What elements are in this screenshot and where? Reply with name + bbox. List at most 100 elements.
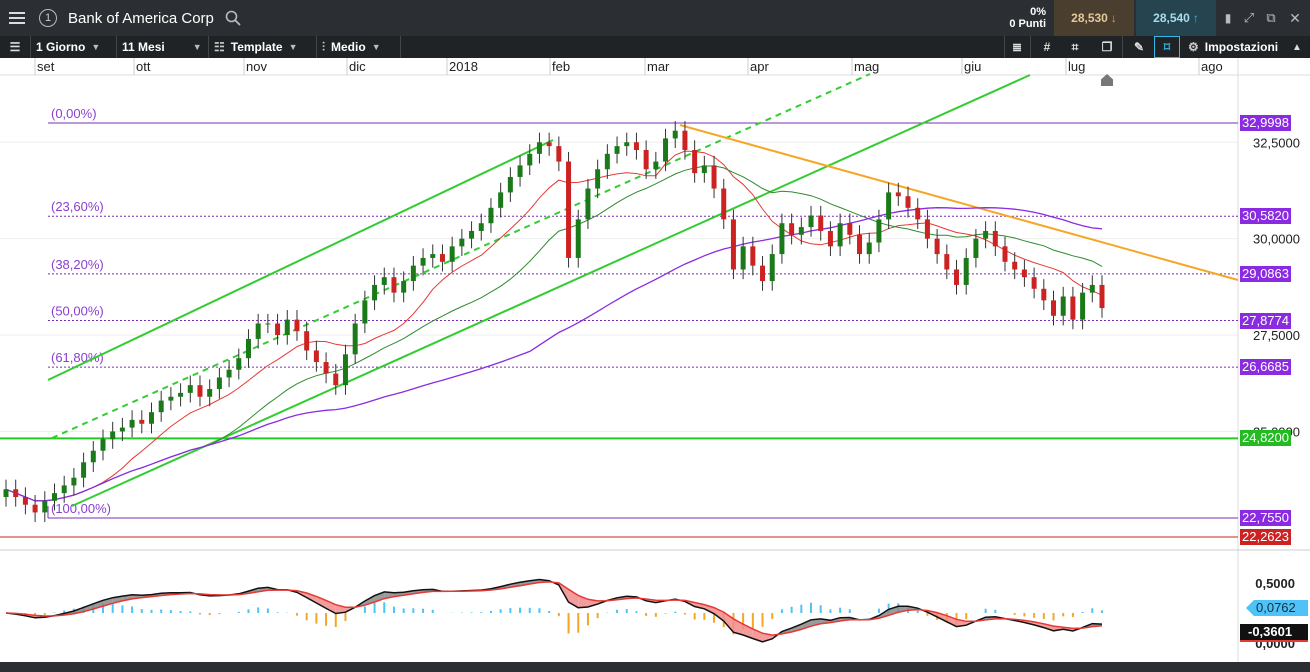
drawing-list-button[interactable]: ≣: [1006, 36, 1028, 58]
candle-body: [410, 265, 416, 282]
close-button[interactable]: ✕: [1284, 0, 1306, 36]
month-label: mar: [647, 59, 670, 74]
macd-value-tag: 0,0762: [1246, 600, 1308, 616]
candle-body: [478, 223, 484, 231]
candle-body: [245, 338, 251, 359]
month-label: set: [37, 59, 55, 74]
panel-toggle-button[interactable]: ☰: [4, 36, 26, 58]
candle-body: [760, 265, 766, 282]
candle-body: [527, 153, 533, 166]
month-label: feb: [552, 59, 570, 74]
expand-button[interactable]: ⤢: [1238, 0, 1260, 36]
candle-body: [954, 269, 960, 285]
bar-chart-icon: ▮: [1224, 11, 1232, 25]
search-button[interactable]: [222, 0, 244, 36]
info-button[interactable]: 1: [36, 0, 60, 36]
candle-body: [265, 323, 271, 325]
template-icon: ☷: [214, 40, 225, 54]
candle-body: [333, 373, 339, 386]
candle-body: [672, 130, 678, 139]
candle-body: [934, 238, 940, 255]
candle-body: [876, 219, 882, 243]
candle-body: [944, 254, 950, 270]
candle-body: [750, 246, 756, 266]
candle-body: [963, 257, 969, 285]
search-icon: [225, 10, 241, 26]
fib-price-tag: 22,7550: [1240, 510, 1291, 526]
chevron-down-icon: ▼: [288, 42, 298, 52]
macd-fill: [723, 612, 734, 633]
candle-body: [624, 142, 630, 147]
candle-style-select[interactable]: ⫶ Medio ▼: [322, 36, 381, 58]
fib-price-tag: 32,9998: [1240, 115, 1291, 131]
candle-body: [236, 358, 242, 370]
range-label: 11 Mesi: [122, 40, 165, 54]
template-select[interactable]: ☷ Template ▼: [214, 36, 297, 58]
candle-body: [362, 300, 368, 324]
candle-body: [430, 254, 436, 258]
close-icon: ✕: [1289, 9, 1301, 26]
candle-body: [294, 319, 300, 332]
candle-body: [129, 419, 135, 428]
popout-button[interactable]: ⧉: [1260, 0, 1282, 36]
layers-button[interactable]: ❐: [1096, 36, 1118, 58]
popout-icon: ⧉: [1266, 10, 1276, 25]
grid-button[interactable]: #: [1036, 36, 1058, 58]
candle-body: [915, 207, 921, 220]
candle-body: [61, 485, 67, 494]
sell-button[interactable]: 28,530 ↓: [1054, 0, 1134, 36]
macd-fill: [316, 596, 327, 609]
candle-body: [148, 412, 154, 424]
fib-level-label: (50,00%): [51, 304, 104, 319]
layers-icon: ❐: [1101, 40, 1113, 54]
candle-body: [692, 149, 698, 174]
candle-body: [32, 504, 38, 513]
candle-body: [284, 319, 290, 336]
candle-body: [983, 230, 989, 239]
fib-price-tag: 26,6685: [1240, 359, 1291, 376]
tag-tool-button[interactable]: ⌑: [1154, 36, 1180, 58]
candle-body: [207, 389, 213, 397]
candle-body: [556, 146, 562, 162]
candle-body: [614, 146, 620, 154]
candle-body: [498, 192, 504, 208]
candle-body: [459, 238, 465, 247]
buy-button[interactable]: 28,540 ↑: [1136, 0, 1216, 36]
macd-fill: [811, 618, 821, 627]
month-label: ago: [1201, 59, 1223, 74]
settings-button[interactable]: ⚙ Impostazioni: [1188, 36, 1278, 58]
candle-body: [992, 230, 998, 247]
candle-body: [197, 385, 203, 397]
menu-button[interactable]: [0, 0, 34, 36]
chevron-down-icon: ▼: [371, 42, 381, 52]
collapse-button[interactable]: ▲: [1286, 36, 1308, 58]
month-label: mag: [854, 59, 879, 74]
range-select[interactable]: 11 Mesi ▼: [122, 36, 202, 58]
candle-body: [81, 462, 87, 478]
y-tick-label: 27,5000: [1253, 328, 1300, 343]
fib-level-label: (23,60%): [51, 199, 104, 214]
candle-body: [110, 431, 116, 440]
candle-body: [575, 219, 581, 258]
chart-panel-button[interactable]: ▮: [1218, 0, 1238, 36]
candle-body: [381, 277, 387, 285]
interval-select[interactable]: 1 Giorno ▼: [36, 36, 100, 58]
gear-icon: ⚙: [1188, 40, 1199, 54]
candle-body: [517, 165, 523, 177]
fib-level-label: (100,00%): [51, 501, 111, 516]
candle-body: [595, 169, 601, 189]
candlestick-icon: ⫶: [322, 39, 326, 54]
candle-body: [51, 493, 57, 501]
scroll-marker-icon[interactable]: [1101, 74, 1113, 86]
candle-body: [22, 496, 28, 505]
crosshair-button[interactable]: ⌗: [1064, 36, 1086, 58]
candle-body: [1012, 261, 1018, 270]
draw-tool-button[interactable]: ✎: [1128, 36, 1150, 58]
candle-body: [585, 188, 591, 220]
month-label: nov: [246, 59, 267, 74]
chevron-up-icon: ▲: [1292, 41, 1302, 53]
candle-body: [1031, 277, 1037, 289]
style-label: Medio: [331, 40, 366, 54]
candle-body: [3, 489, 9, 497]
